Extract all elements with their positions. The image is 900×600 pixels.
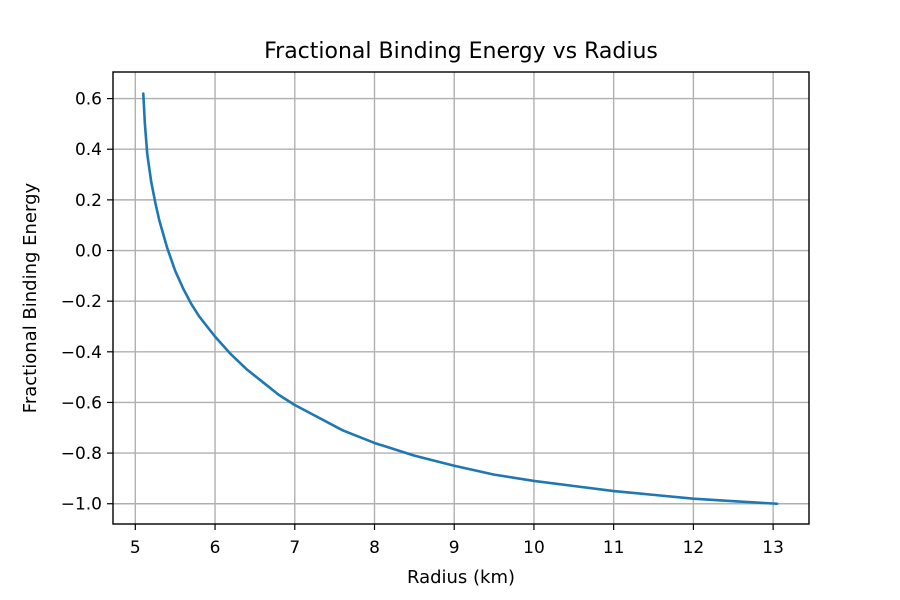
x-tick-label: 8 (369, 538, 380, 558)
y-tick-label: −0.8 (61, 444, 102, 464)
y-tick-label: 0.0 (75, 242, 102, 262)
y-tick-label: 0.4 (75, 140, 102, 160)
x-tick-label: 12 (683, 538, 705, 558)
x-axis-label: Radius (km) (407, 567, 515, 588)
y-tick-label: −1.0 (61, 495, 102, 515)
x-tick-label: 7 (289, 538, 300, 558)
y-axis: 0.6 0.4 0.2 0.0 −0.2 −0.4 −0.6 −0.8 −1.0 (61, 90, 113, 515)
x-tick-label: 13 (762, 538, 784, 558)
x-axis: 5 6 7 8 9 10 11 12 13 (130, 524, 784, 558)
series-layer (142, 92, 779, 506)
y-tick-label: −0.6 (61, 393, 102, 413)
x-tick-label: 10 (523, 538, 545, 558)
plot-frame (112, 71, 810, 525)
y-tick-label: 0.6 (75, 90, 102, 110)
series-line (142, 92, 779, 506)
x-tick-label: 9 (449, 538, 460, 558)
y-axis-label: Fractional Binding Energy (20, 182, 41, 413)
x-tick-label: 5 (130, 538, 141, 558)
chart-title: Fractional Binding Energy vs Radius (264, 39, 658, 64)
y-tick-label: −0.4 (61, 343, 102, 363)
y-tick-label: −0.2 (61, 292, 102, 312)
grid (113, 72, 809, 524)
x-tick-label: 6 (210, 538, 221, 558)
y-tick-label: 0.2 (75, 191, 102, 211)
x-tick-label: 11 (603, 538, 625, 558)
